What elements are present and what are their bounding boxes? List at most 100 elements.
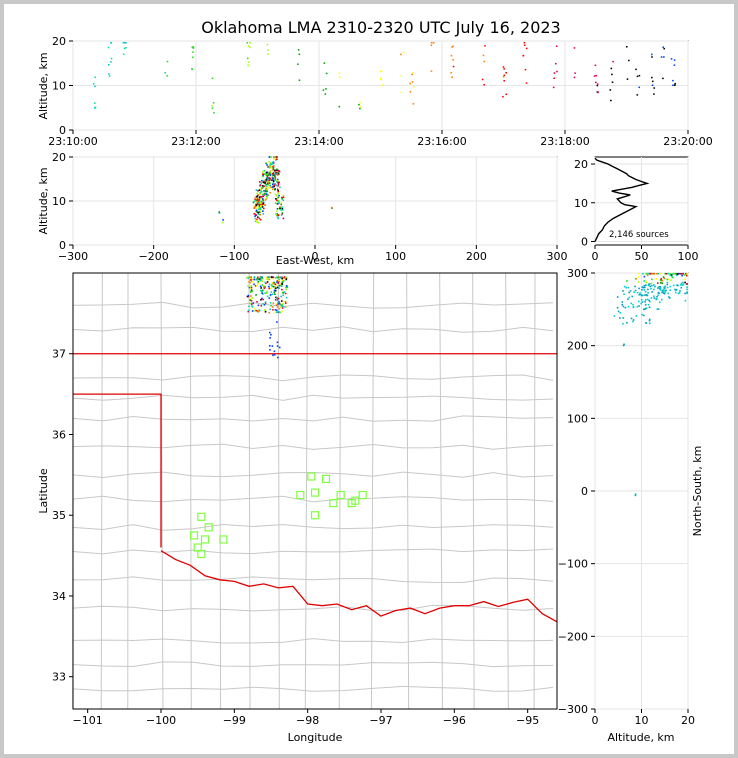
plan-view-source [248, 277, 250, 280]
ew-height-ytick: 20 [52, 151, 66, 164]
plan-view-xtick: −99 [223, 714, 246, 727]
plan-view-source [274, 277, 277, 279]
ew-height-source [257, 206, 260, 208]
ns-height-source [657, 291, 660, 294]
ns-height-source [676, 273, 679, 275]
ew-height-source [269, 191, 271, 194]
ew-height-source [262, 202, 265, 205]
time-height-source [107, 46, 110, 49]
ew-height-source [262, 185, 264, 187]
plan-view-source [274, 311, 277, 314]
plan-view-source [266, 278, 269, 281]
ns-height-source [674, 291, 677, 294]
time-height-source [628, 59, 630, 62]
ew-height-source [259, 208, 262, 211]
plan-view-source [249, 279, 252, 281]
ew-height-source [257, 201, 260, 203]
time-height-source [502, 95, 504, 98]
ns-height-source [669, 273, 672, 275]
plan-view-source [268, 331, 271, 334]
ns-height-source [627, 286, 630, 289]
plan-view-source [264, 301, 267, 303]
ew-height-source [272, 182, 275, 184]
plan-view-ytick: 37 [52, 348, 66, 361]
ew-height-source [272, 161, 275, 164]
ns-height-source [686, 286, 688, 288]
time-height-source [211, 77, 214, 80]
ew-height-source [330, 206, 333, 209]
ns-height-source [651, 291, 653, 293]
ns-height-source [638, 305, 640, 307]
ew-height-source [276, 199, 278, 202]
ew-height-source [261, 187, 264, 189]
plan-view-source [259, 276, 262, 279]
ns-height-source [664, 291, 667, 293]
ew-height-source [262, 181, 265, 184]
ns-height-source [627, 305, 630, 308]
time-height-source [402, 51, 405, 54]
ew-height-source [263, 170, 266, 172]
ew-height-source [260, 205, 262, 207]
ew-height-source [268, 171, 271, 174]
ew-height-source [278, 169, 280, 172]
ns-height-source [686, 292, 688, 295]
time-height-source [636, 94, 639, 96]
plan-view-source [277, 279, 280, 282]
time-height-source [663, 47, 666, 50]
time-height-source [505, 72, 508, 74]
county-line [406, 272, 410, 710]
time-height-source [211, 105, 213, 107]
plan-view-source [274, 299, 277, 301]
plan-view-source [282, 280, 285, 282]
ew-height-source [260, 179, 263, 182]
ns-height-source [659, 289, 662, 291]
plan-view-source [275, 296, 277, 299]
ns-height-source [629, 290, 632, 292]
time-height-source [451, 46, 453, 48]
ew-height-source [265, 162, 267, 165]
ns-height-source [648, 319, 651, 322]
ns-height-source [664, 272, 667, 275]
time-height-source [452, 65, 455, 68]
ew-height-source [277, 173, 280, 175]
plan-view-source [281, 281, 284, 283]
ns-height-source [650, 297, 653, 299]
plan-view-ylabel: Latitude [37, 468, 50, 514]
ns-height-source [613, 315, 616, 317]
ew-height-source [257, 213, 260, 216]
ns-height-source [625, 286, 628, 289]
ew-height-source [281, 196, 283, 199]
ew-height-source [280, 214, 283, 216]
ew-height-source [266, 185, 269, 188]
ew-height-source [269, 184, 271, 187]
ew-height-source [257, 216, 259, 219]
time-height-source [452, 59, 454, 61]
ns-height-source [669, 289, 672, 291]
ns-height-source [658, 286, 660, 288]
plan-view-source [280, 300, 283, 302]
ew-height-source [272, 172, 275, 175]
plan-view-source [282, 277, 285, 279]
plan-view-source [282, 294, 285, 296]
ns-height-source [647, 288, 649, 291]
ew-height-source [262, 174, 264, 176]
ew-height-source [258, 180, 261, 183]
ns-height-source [680, 284, 682, 286]
plan-view-source [247, 310, 250, 313]
plan-view-source [252, 302, 255, 304]
ns-height-source [657, 272, 659, 275]
lma-station [197, 512, 206, 521]
plan-view-source [261, 292, 264, 295]
ew-height-source [254, 214, 257, 217]
ew-height-source [266, 197, 268, 199]
ns-height-source [659, 281, 662, 284]
lma-station [296, 490, 305, 500]
ew-height-source [273, 185, 276, 188]
ew-height-xlabel: East-West, km [276, 254, 354, 267]
histogram-xtick: 0 [592, 250, 599, 263]
time-height-source [596, 83, 599, 85]
county-line [277, 272, 280, 710]
plan-view-source [260, 287, 262, 289]
ew-height-source [277, 196, 279, 199]
plan-view-source [262, 303, 265, 305]
